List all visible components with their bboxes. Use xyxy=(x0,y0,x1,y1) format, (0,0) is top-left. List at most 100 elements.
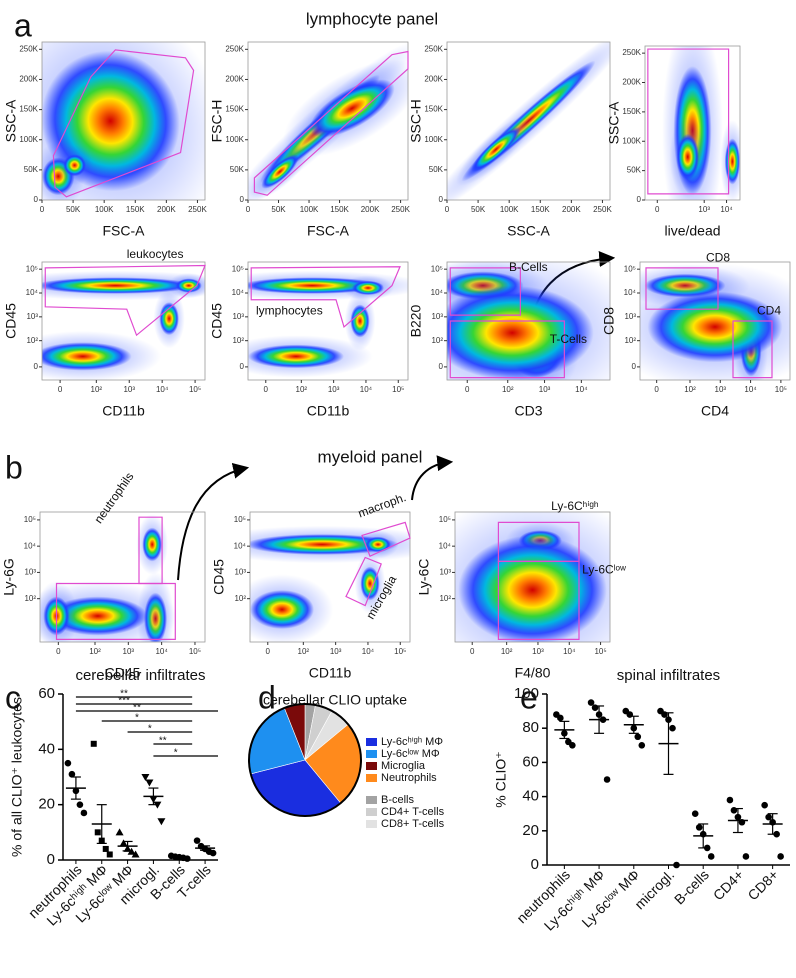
y-tick-label: 10⁴ xyxy=(24,541,37,550)
gate-label: CD4 xyxy=(757,304,781,318)
plot-frame xyxy=(644,45,741,201)
significance-label: * xyxy=(174,748,178,759)
legend-swatch xyxy=(366,750,377,758)
chart-title: spinal infiltrates xyxy=(617,667,720,684)
gate xyxy=(732,320,773,379)
gate xyxy=(44,264,206,337)
x-tick-label: 0 xyxy=(465,385,470,394)
y-tick-label: 10⁴ xyxy=(431,288,444,297)
legend-label: Microglia xyxy=(381,760,426,772)
x-tick-label: 50K xyxy=(471,205,486,214)
density-plot xyxy=(250,525,410,642)
density-blob xyxy=(458,535,607,642)
y-tick-label: 100K xyxy=(19,135,38,144)
y-axis-label: SSC-H xyxy=(408,99,424,143)
density-blob xyxy=(471,126,521,173)
y-tick-label: 10² xyxy=(431,336,443,345)
x-tick-label: 10⁵ xyxy=(189,647,201,656)
gate-label: leukocytes xyxy=(127,247,184,261)
data-point xyxy=(777,853,784,860)
density-blob xyxy=(360,566,380,601)
y-tick-label: 10³ xyxy=(439,568,451,577)
y-tick-label: 0 xyxy=(439,195,444,204)
y-tick-label: 10⁴ xyxy=(439,541,452,550)
data-point xyxy=(80,809,88,817)
y-tick-label: 10² xyxy=(26,336,38,345)
plot-frame xyxy=(446,41,611,201)
y-tick-label: 150K xyxy=(622,107,641,116)
y-tick-label: 250K xyxy=(19,44,38,53)
x-tick-label: 10⁵ xyxy=(189,385,201,394)
y-tick-label: 10⁵ xyxy=(439,515,451,524)
y-tick-label: 10² xyxy=(234,594,246,603)
legend-swatch xyxy=(366,738,377,746)
x-tick-label: 10³ xyxy=(328,385,340,394)
pie-outline xyxy=(248,703,362,817)
legend-label: CD4+ T-cells xyxy=(381,806,445,818)
y-tick-label: 0 xyxy=(439,362,444,371)
panel-title: lymphocyte panel xyxy=(306,9,438,28)
y-tick-label: 50K xyxy=(24,165,39,174)
density-blob xyxy=(724,138,740,185)
x-tick-label: 250K xyxy=(391,205,410,214)
y-tick-label: 100K xyxy=(225,135,244,144)
significance-label: ** xyxy=(133,703,141,714)
gate xyxy=(250,266,401,328)
data-point xyxy=(726,796,734,804)
x-tick-label: 10² xyxy=(89,647,101,656)
y-tick-label: 10⁵ xyxy=(624,264,636,273)
x-tick-label: 10⁴ xyxy=(360,385,373,394)
data-point xyxy=(765,813,772,821)
y-tick-label: 200K xyxy=(225,75,244,84)
x-tick-label: 10⁵ xyxy=(594,647,606,656)
x-tick-label: 10⁴ xyxy=(744,385,757,394)
panel-label: c xyxy=(5,679,21,715)
legend-label: Ly-6cʰⁱᵍʰ MΦ xyxy=(381,736,443,748)
plot-frame xyxy=(639,261,791,381)
legend-label: CD8+ T-cells xyxy=(381,818,445,830)
x-tick-label: 10⁵ xyxy=(392,385,404,394)
data-point xyxy=(761,801,768,809)
x-tick-label: 0 xyxy=(56,647,61,656)
y-tick-label: 10² xyxy=(24,594,36,603)
plot-frame xyxy=(247,41,409,201)
y-tick-label: 0 xyxy=(637,195,642,204)
density-blob xyxy=(63,154,87,177)
x-tick-label: 10³ xyxy=(123,647,135,656)
arrow xyxy=(411,455,454,501)
y-tick-label: 100K xyxy=(622,136,641,145)
y-tick-label: 250K xyxy=(424,44,443,53)
legend-label: Ly-6cˡᵒʷ MΦ xyxy=(381,748,440,760)
x-tick-label: 150K xyxy=(330,205,349,214)
x-tick-label: 0 xyxy=(40,205,45,214)
x-axis-label: F4/80 xyxy=(515,665,551,681)
y-axis-label: CD45 xyxy=(211,559,227,595)
y-tick-label: 60 xyxy=(38,685,55,702)
y-tick-label: 20 xyxy=(38,796,55,813)
density-blob xyxy=(350,304,370,338)
data-point xyxy=(569,742,576,749)
y-tick-label: 50K xyxy=(429,165,444,174)
legend-swatch xyxy=(366,820,377,828)
significance-label: *** xyxy=(118,696,130,707)
density-plot xyxy=(40,514,177,642)
y-axis-label: SSC-A xyxy=(3,99,19,142)
y-tick-label: 10⁴ xyxy=(624,288,637,297)
data-point xyxy=(626,711,634,718)
x-tick-label: 10³ xyxy=(330,647,342,656)
density-blob xyxy=(42,342,132,371)
x-axis-label: FSC-A xyxy=(307,223,350,239)
panel-label: e xyxy=(520,679,538,715)
x-tick-label: 200K xyxy=(361,205,380,214)
x-tick-label: 150K xyxy=(531,205,550,214)
plot-frame xyxy=(249,511,411,643)
x-tick-label: 10³ xyxy=(715,385,727,394)
data-point xyxy=(76,801,84,808)
x-axis-label: CD3 xyxy=(514,403,542,419)
data-point xyxy=(707,853,715,860)
y-axis-label: Ly-6C xyxy=(416,559,432,596)
x-tick-label: CD8+ xyxy=(744,866,781,903)
x-tick-label: 10² xyxy=(91,385,103,394)
y-tick-label: 0 xyxy=(47,851,55,868)
y-tick-label: 100 xyxy=(514,685,539,702)
